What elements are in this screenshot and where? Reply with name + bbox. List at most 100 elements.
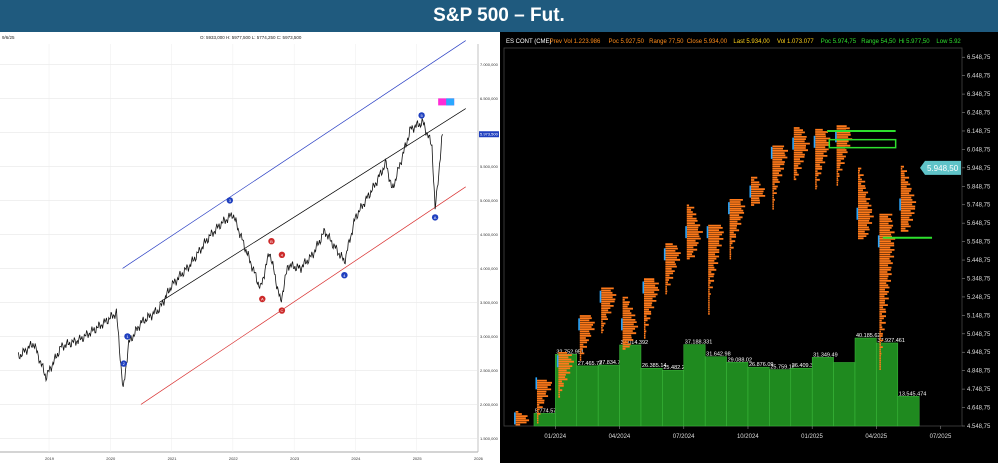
right-x-tick-label: 01/2025 xyxy=(801,434,823,440)
monthly-volume-profile xyxy=(665,243,681,295)
wave-label-marker xyxy=(431,214,439,221)
last-price-label: 5.948,50 xyxy=(927,164,959,173)
right-y-tick-label: 5.348,75 xyxy=(967,276,991,282)
volume-bar xyxy=(854,337,877,427)
left-x-tick-label: 2025 xyxy=(413,456,423,461)
volume-bar xyxy=(769,369,792,427)
left-x-tick-label: 2026 xyxy=(474,456,484,461)
monthly-poc-marker xyxy=(813,135,816,148)
volume-bar-label: 40.185.62 xyxy=(856,333,880,339)
right-header-item: Range 54,50 xyxy=(861,39,896,45)
right-y-tick-label: 5.448,75 xyxy=(967,258,991,264)
wave-label-marker xyxy=(259,295,266,303)
volume-bar-label: 32.752.951 xyxy=(556,349,584,355)
monthly-volume-profile xyxy=(815,128,831,190)
right-x-tick-label: 07/2025 xyxy=(930,434,952,440)
right-y-tick-label: 4.848,75 xyxy=(967,369,991,375)
right-header-item: Poc 5.927,50 xyxy=(609,39,645,45)
left-header-date: 9/6/25 xyxy=(2,35,15,40)
monthly-volume-profile xyxy=(857,167,874,240)
left-x-tick-label: 2020 xyxy=(106,456,116,461)
wave-label-text: 3 xyxy=(229,198,232,203)
channel-lower-line xyxy=(140,186,466,405)
monthly-poc-marker xyxy=(621,318,623,331)
monthly-poc-marker xyxy=(706,226,709,239)
right-y-tick-label: 5.248,75 xyxy=(967,295,991,301)
target-zone-blue xyxy=(446,98,455,106)
monthly-volume-profile xyxy=(879,213,896,370)
monthly-volume-profile xyxy=(686,204,703,260)
monthly-poc-marker xyxy=(770,146,773,159)
monthly-volume-profile xyxy=(643,278,660,339)
monthly-poc-marker xyxy=(749,185,752,198)
volume-bar xyxy=(790,367,813,427)
right-header-item: Hi 5.977,50 xyxy=(899,39,930,45)
left-y-tick-label: 5.000,000 xyxy=(480,198,499,203)
right-header-item: Last 5.934,00 xyxy=(733,39,770,45)
left-y-tick-label: 4.000,000 xyxy=(480,266,499,271)
left-y-tick-label: 3.500,000 xyxy=(480,300,499,305)
wave-label-marker xyxy=(278,307,286,314)
left-y-tick-label: 1.500,000 xyxy=(480,436,499,441)
wave-label-text: 2 xyxy=(123,361,126,366)
right-y-tick-label: 6.248,75 xyxy=(967,111,991,117)
monthly-volume-profile xyxy=(772,145,788,210)
left-elliott-wave-chart: 9/6/25 O: 5933,000 H: 5977,500 L: 5774,25… xyxy=(0,32,500,463)
right-y-tick-label: 5.648,75 xyxy=(967,221,991,227)
right-header-item: Prev Vol 1.223.986 xyxy=(550,39,601,45)
wave-label-text: A xyxy=(261,297,264,302)
monthly-volume-profile xyxy=(729,199,746,260)
left-y-tick-label: 6.500,000 xyxy=(480,96,499,101)
right-header-item: ES CONT (CME) xyxy=(506,39,552,45)
right-x-tick-label: 10/2024 xyxy=(737,434,759,440)
volume-bar xyxy=(897,396,920,427)
left-y-tick-label: 3.000,000 xyxy=(480,334,499,339)
left-last-price-label: 5.973,500 xyxy=(480,132,499,137)
right-y-tick-label: 5.548,75 xyxy=(967,240,991,246)
monthly-poc-marker xyxy=(856,207,859,220)
volume-bar xyxy=(597,364,620,427)
volume-bar-label: 29.088.02 xyxy=(728,357,752,363)
left-y-tick-label: 4.500,000 xyxy=(480,232,499,237)
volume-bar xyxy=(726,362,749,427)
volume-bar-label: 25.759.12 xyxy=(770,365,794,371)
right-y-tick-label: 5.048,75 xyxy=(967,332,991,338)
volume-bar xyxy=(704,356,727,427)
wave-label-marker xyxy=(418,112,425,119)
volume-bar-label: 37.927.461 xyxy=(877,338,905,344)
left-chart-panel: 9/6/25 O: 5933,000 H: 5977,500 L: 5774,25… xyxy=(0,32,500,463)
wave-label-marker xyxy=(341,272,348,279)
left-y-tick-label: 5.500,000 xyxy=(480,164,499,169)
right-y-tick-label: 6.548,75 xyxy=(967,55,991,61)
monthly-volume-profile xyxy=(515,411,530,426)
wave-label-marker xyxy=(124,333,131,340)
volume-bar-label: 26.876.09 xyxy=(749,362,773,368)
left-x-tick-label: 2024 xyxy=(351,456,361,461)
last-price-box xyxy=(920,160,961,175)
left-x-tick-label: 2022 xyxy=(229,456,239,461)
volume-bar xyxy=(811,357,834,427)
monthly-volume-profile xyxy=(708,224,724,315)
right-y-tick-label: 5.848,75 xyxy=(967,184,991,190)
monthly-poc-marker xyxy=(728,202,730,215)
volume-bar-label: 13.545.474 xyxy=(899,391,927,397)
volume-bar-label: 27.465.72 xyxy=(578,361,602,367)
monthly-poc-marker xyxy=(535,377,538,390)
monthly-poc-marker xyxy=(514,412,516,425)
right-y-tick-label: 4.548,75 xyxy=(967,424,991,430)
wave-label-text: A xyxy=(434,215,437,220)
left-header-ohlc: O: 5933,000 H: 5977,500 L: 5774,250 C: 5… xyxy=(200,35,302,40)
monthly-volume-profile xyxy=(793,127,810,181)
wave-label-text: 4 xyxy=(343,273,346,278)
volume-bar-label: 37.014.392 xyxy=(621,340,649,346)
volume-bar-label: 31.642.98 xyxy=(706,352,730,358)
resistance-box-level xyxy=(828,138,897,149)
volume-bar xyxy=(619,344,642,427)
right-header-item: Poc 5.974,75 xyxy=(821,39,857,45)
volume-bar-label: 25.482.27 xyxy=(663,365,687,371)
volume-bar xyxy=(747,366,770,427)
right-y-tick-label: 4.748,75 xyxy=(967,387,991,393)
right-header-item: Close 5.934,00 xyxy=(687,39,728,45)
volume-bar-label: 27.834.71 xyxy=(599,360,623,366)
monthly-poc-marker xyxy=(835,130,837,143)
